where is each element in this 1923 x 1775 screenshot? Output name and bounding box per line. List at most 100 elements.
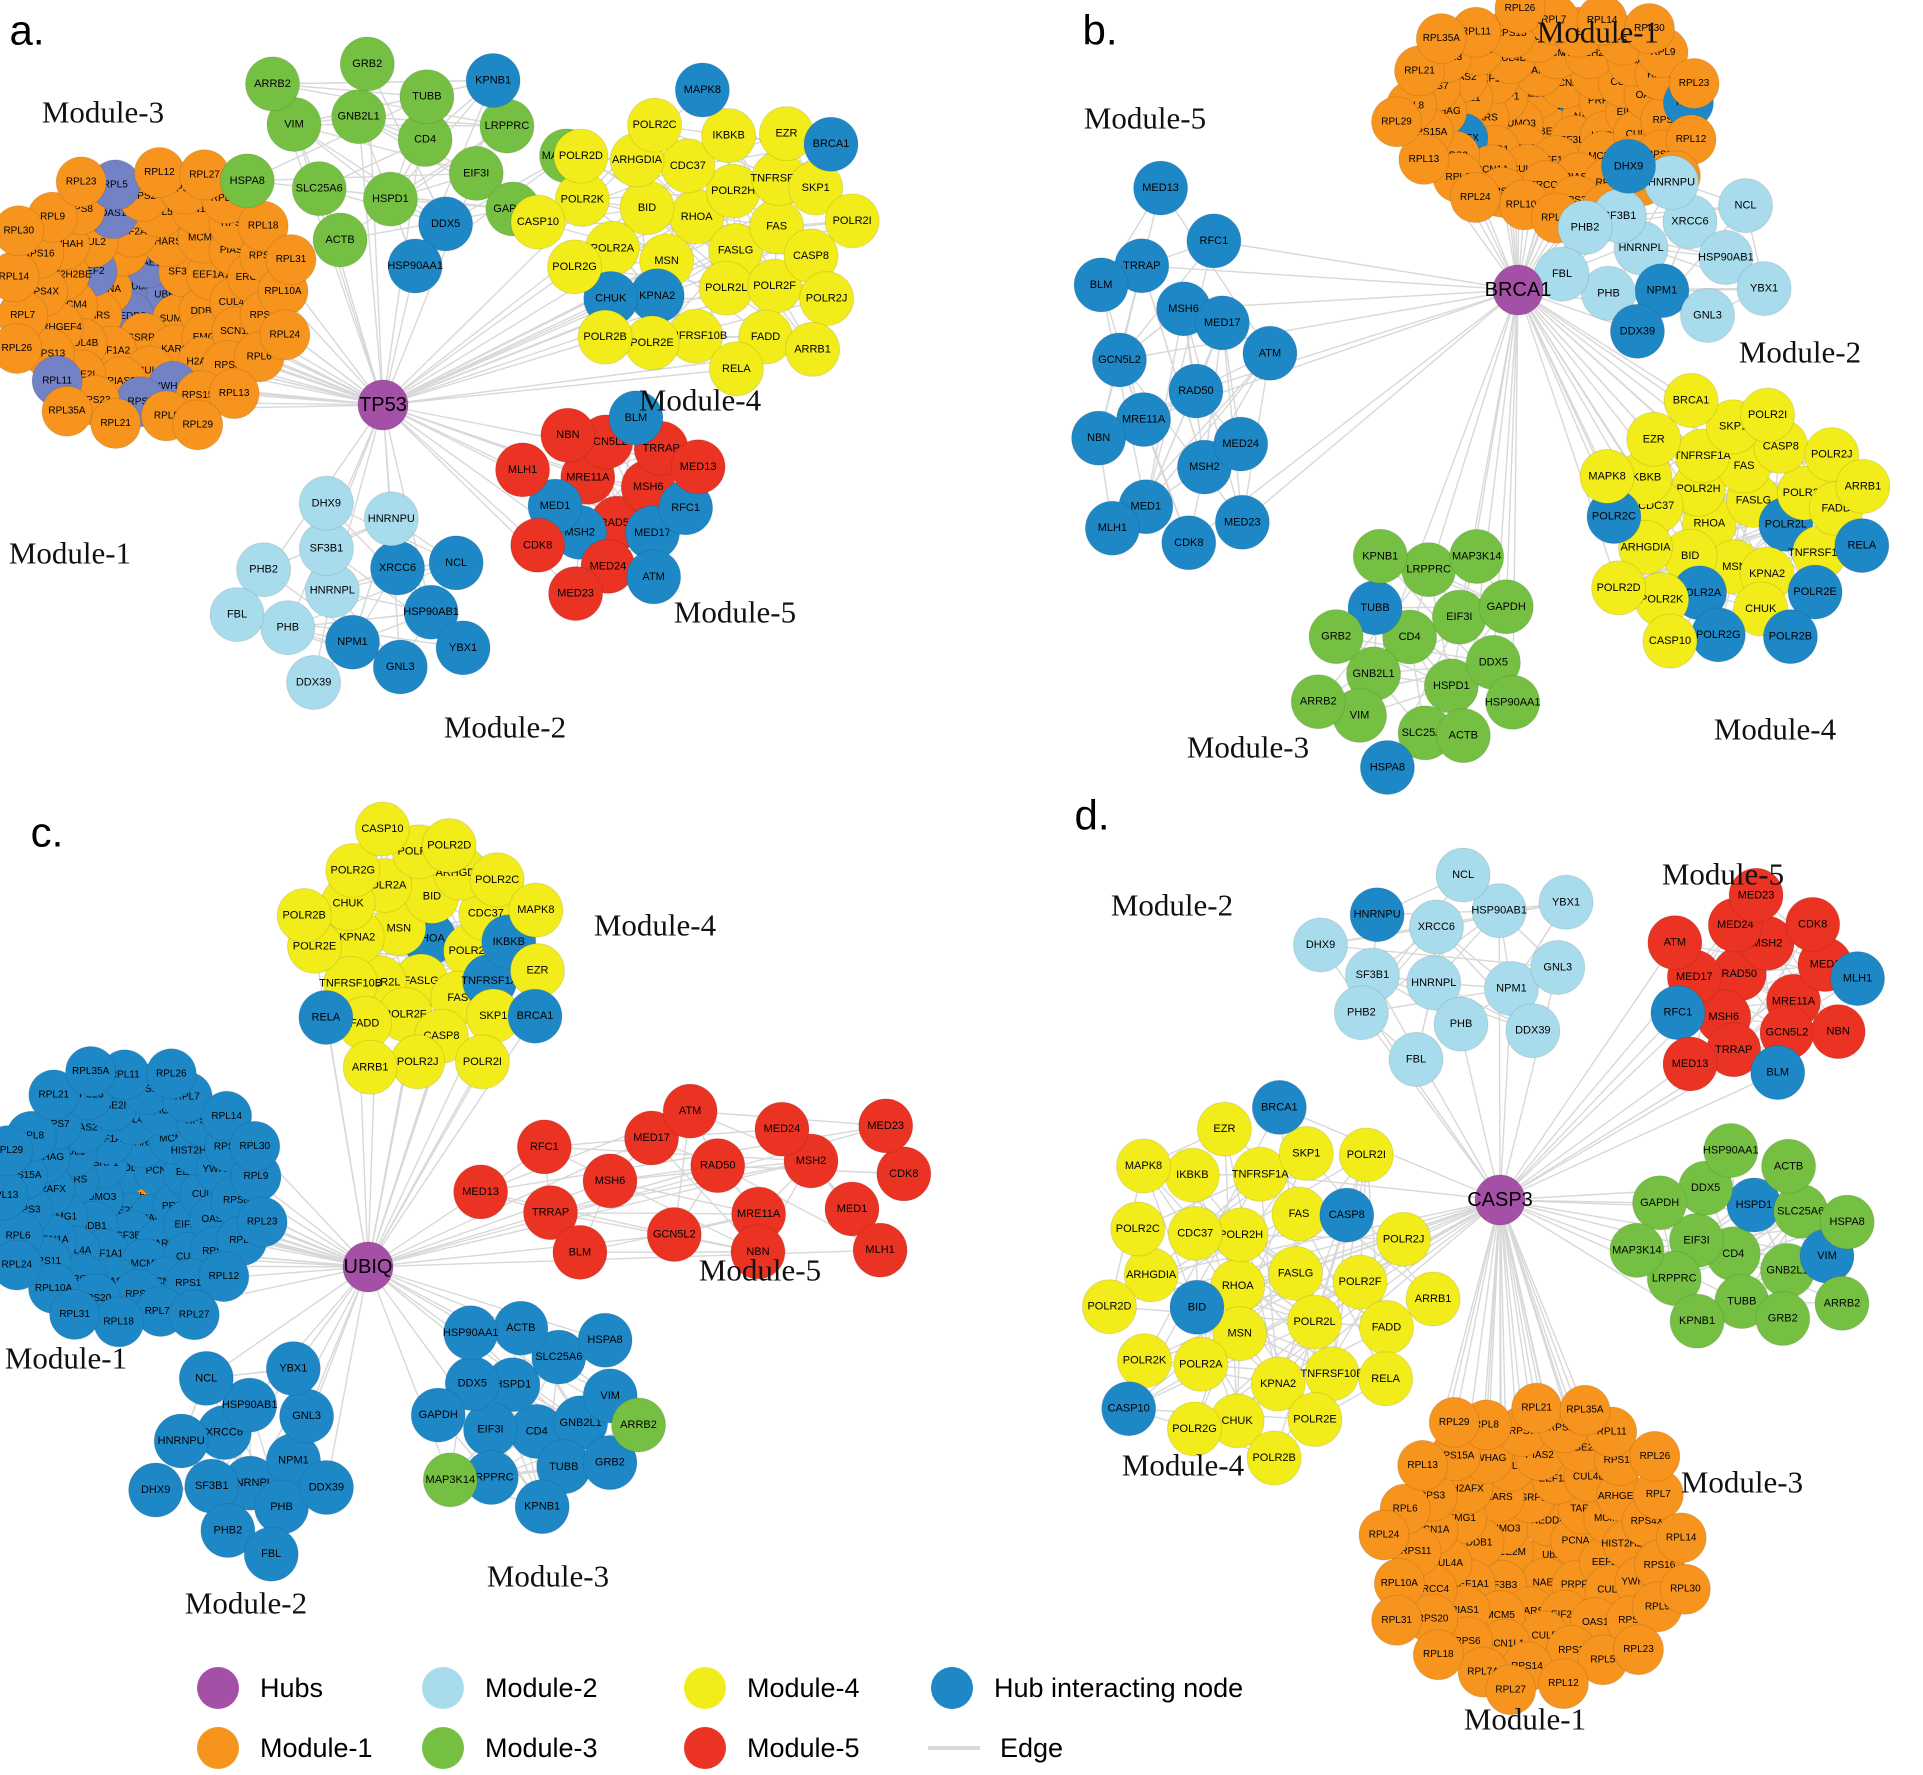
node-MED13[interactable]: MED13: [453, 1164, 509, 1220]
gene-node-circle[interactable]: [674, 62, 730, 118]
node-RPL31[interactable]: RPL31: [49, 1288, 101, 1340]
node-PHB[interactable]: PHB: [260, 600, 316, 656]
node-RPL21[interactable]: RPL21: [90, 397, 142, 449]
node-EIF3I[interactable]: EIF3I: [1431, 589, 1487, 645]
node-TNFRSF10B[interactable]: TNFRSF10B: [1788, 525, 1851, 581]
node-RELA[interactable]: RELA: [298, 989, 354, 1045]
gene-node-circle[interactable]: [1161, 515, 1217, 571]
node-RPL29[interactable]: RPL29: [1428, 1396, 1480, 1448]
node-DHX9[interactable]: DHX9: [298, 475, 354, 531]
gene-node-circle[interactable]: [1478, 579, 1534, 635]
gene-node-circle[interactable]: [465, 52, 521, 108]
node-DHX9[interactable]: DHX9: [128, 1462, 184, 1518]
gene-node-circle[interactable]: [209, 587, 265, 643]
node-POLR2B[interactable]: POLR2B: [276, 888, 332, 944]
node-HSPA8[interactable]: HSPA8: [577, 1312, 633, 1368]
gene-node-circle[interactable]: [90, 397, 142, 449]
node-RPL31[interactable]: RPL31: [265, 234, 317, 286]
node-HSPA8[interactable]: HSPA8: [219, 153, 275, 209]
node-ACTB[interactable]: ACTB: [493, 1300, 549, 1356]
node-GNL3[interactable]: GNL3: [372, 639, 428, 695]
node-RPL35A[interactable]: RPL35A: [65, 1045, 117, 1097]
gene-node-circle[interactable]: [286, 654, 342, 710]
gene-node-circle[interactable]: [1626, 411, 1682, 467]
gene-node-circle[interactable]: [1485, 674, 1541, 730]
node-RPL26[interactable]: RPL26: [1494, 0, 1546, 34]
node-BRCA1[interactable]: BRCA1: [803, 116, 859, 172]
gene-node-circle[interactable]: [0, 205, 45, 257]
node-KPNB1[interactable]: KPNB1: [514, 1479, 570, 1535]
gene-node-circle[interactable]: [701, 108, 757, 164]
node-NBN[interactable]: NBN: [1810, 1004, 1866, 1060]
node-EZR[interactable]: EZR: [758, 106, 814, 162]
gene-node-circle[interactable]: [1680, 287, 1736, 343]
node-MED24[interactable]: MED24: [754, 1101, 810, 1157]
node-CDK8[interactable]: CDK8: [1161, 515, 1217, 571]
gene-node-circle[interactable]: [1435, 708, 1491, 764]
gene-node-circle[interactable]: [41, 385, 93, 437]
node-ATM[interactable]: ATM: [1242, 325, 1298, 381]
node-YBX1[interactable]: YBX1: [1538, 874, 1594, 930]
gene-node-circle[interactable]: [553, 128, 609, 184]
node-LRPPRC[interactable]: LRPPRC: [1401, 542, 1457, 598]
node-RPL13[interactable]: RPL13: [1397, 1439, 1449, 1491]
node-ARRB2[interactable]: ARRB2: [1290, 674, 1346, 730]
node-RPL23[interactable]: RPL23: [1612, 1624, 1664, 1676]
node-POLR2E[interactable]: POLR2E: [624, 315, 680, 371]
node-ARRB2[interactable]: ARRB2: [611, 1397, 667, 1453]
node-GCN5L2[interactable]: GCN5L2: [1091, 332, 1147, 388]
gene-node-circle[interactable]: [219, 153, 275, 209]
node-RPL30[interactable]: RPL30: [0, 205, 45, 257]
gene-node-circle[interactable]: [363, 491, 419, 547]
node-POLR2G[interactable]: POLR2G: [547, 239, 603, 295]
node-POLR2B[interactable]: POLR2B: [577, 309, 633, 365]
node-MED13[interactable]: MED13: [670, 439, 726, 495]
node-POLR2D[interactable]: POLR2D: [421, 818, 477, 874]
node-HNRNPU[interactable]: HNRNPU: [363, 491, 419, 547]
node-NCL[interactable]: NCL: [428, 535, 484, 591]
node-MAP3K14[interactable]: MAP3K14: [1609, 1222, 1665, 1278]
node-CASP10[interactable]: CASP10: [510, 194, 566, 250]
gene-node-circle[interactable]: [1698, 230, 1754, 286]
node-MAPK8[interactable]: MAPK8: [1116, 1138, 1172, 1194]
node-GRB2[interactable]: GRB2: [339, 36, 395, 92]
gene-node-circle[interactable]: [1740, 387, 1796, 443]
gene-node-circle[interactable]: [1290, 674, 1346, 730]
node-HNRNPU[interactable]: HNRNPU: [153, 1413, 209, 1469]
node-FBL[interactable]: FBL: [1388, 1031, 1444, 1087]
gene-node-circle[interactable]: [1663, 372, 1719, 428]
gene-node-circle[interactable]: [626, 549, 682, 605]
gene-node-circle[interactable]: [428, 535, 484, 591]
gene-node-circle[interactable]: [547, 239, 603, 295]
node-POLR2I[interactable]: POLR2I: [824, 193, 880, 249]
gene-node-circle[interactable]: [1133, 160, 1189, 216]
node-POLR2B[interactable]: POLR2B: [1246, 1430, 1302, 1486]
node-BLM[interactable]: BLM: [552, 1224, 608, 1280]
node-BLM[interactable]: BLM: [1750, 1045, 1806, 1101]
gene-node-circle[interactable]: [1834, 518, 1890, 574]
gene-node-circle[interactable]: [1194, 295, 1250, 351]
node-KPNA2[interactable]: KPNA2: [629, 268, 685, 324]
node-POLR2K[interactable]: POLR2K: [554, 171, 610, 227]
node-NBN[interactable]: NBN: [1071, 410, 1127, 466]
node-EZR[interactable]: EZR: [1626, 411, 1682, 467]
gene-node-circle[interactable]: [1352, 528, 1408, 584]
node-RPL29[interactable]: RPL29: [1371, 96, 1423, 148]
gene-node-circle[interactable]: [1494, 0, 1546, 34]
gene-node-circle[interactable]: [1242, 325, 1298, 381]
node-RPL13[interactable]: RPL13: [1398, 133, 1450, 185]
gene-node-circle[interactable]: [540, 407, 596, 463]
gene-node-circle[interactable]: [608, 390, 664, 446]
gene-node-circle[interactable]: [799, 271, 855, 327]
node-ARRB1[interactable]: ARRB1: [342, 1039, 398, 1095]
node-RPL24[interactable]: RPL24: [259, 309, 311, 361]
node-ATM[interactable]: ATM: [662, 1083, 718, 1139]
gene-node-circle[interactable]: [208, 368, 260, 420]
gene-node-circle[interactable]: [495, 442, 551, 498]
node-KPNB1[interactable]: KPNB1: [1352, 528, 1408, 584]
node-POLR2B[interactable]: POLR2B: [1762, 609, 1818, 665]
node-YBX1[interactable]: YBX1: [1736, 261, 1792, 317]
node-SLC25A6[interactable]: SLC25A6: [291, 161, 347, 217]
gene-node-circle[interactable]: [260, 600, 316, 656]
gene-node-circle[interactable]: [245, 56, 301, 112]
